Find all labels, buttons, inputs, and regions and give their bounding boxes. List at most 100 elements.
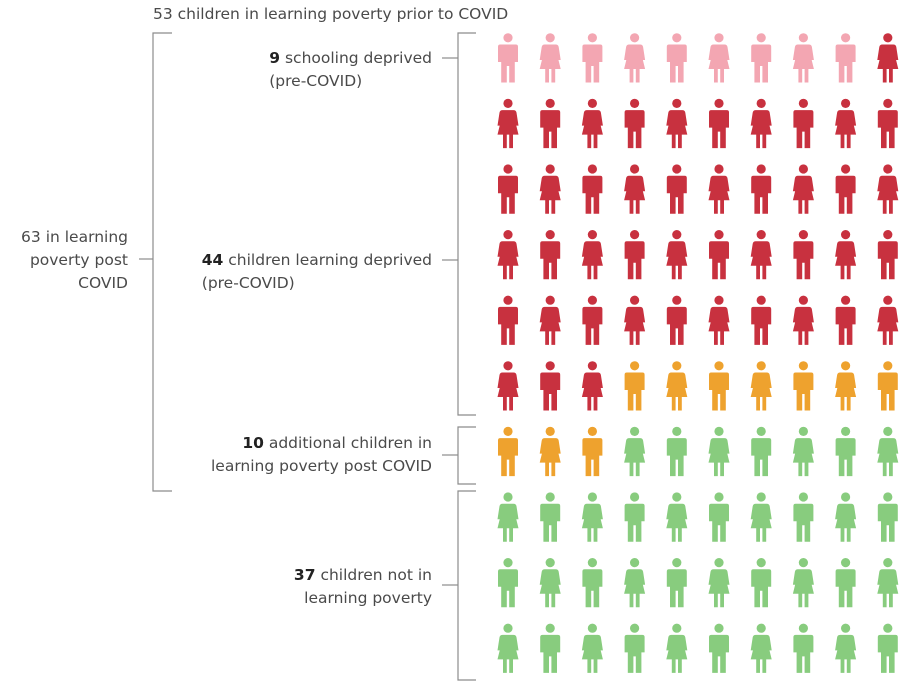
girl-figure-icon <box>835 492 857 542</box>
label-additional-line2: learning poverty post COVID <box>210 457 432 475</box>
label-learning-line2: (pre-COVID) <box>201 274 295 292</box>
boy-figure-icon <box>666 426 687 477</box>
girl-figure-icon <box>539 164 561 214</box>
boy-figure-icon <box>877 230 898 280</box>
boy-figure-icon <box>793 361 814 411</box>
girl-figure-icon <box>708 558 730 608</box>
boy-figure-icon <box>666 33 687 83</box>
boy-figure-icon <box>624 230 645 280</box>
boy-figure-icon <box>498 295 518 345</box>
left-caption-line3: COVID <box>78 274 128 292</box>
girl-figure-icon <box>877 426 899 477</box>
label-schooling-count: 9 <box>269 49 281 67</box>
boy-figure-icon <box>709 98 729 149</box>
label-additional-count: 10 <box>242 434 264 452</box>
girl-figure-icon <box>666 623 688 673</box>
boy-figure-icon <box>751 33 772 83</box>
girl-figure-icon <box>624 295 646 345</box>
boy-figure-icon <box>835 295 856 345</box>
boy-figure-icon <box>793 98 814 149</box>
boy-figure-icon <box>540 230 561 280</box>
girl-figure-icon <box>877 164 899 214</box>
girl-figure-icon <box>581 98 603 149</box>
boy-figure-icon <box>877 623 898 673</box>
girl-figure-icon <box>750 98 772 149</box>
boy-figure-icon <box>877 361 898 411</box>
girl-figure-icon <box>624 558 646 608</box>
boy-figure-icon <box>540 492 561 542</box>
boy-figure-icon <box>751 164 772 214</box>
boy-figure-icon <box>877 98 898 149</box>
label-additional-line1: 10 additional children in <box>211 432 432 455</box>
label-additional-text: additional children in <box>268 434 432 452</box>
girl-figure-icon <box>497 361 519 411</box>
boy-figure-icon <box>793 492 814 542</box>
girl-figure-icon <box>581 492 603 542</box>
boy-figure-icon <box>624 361 645 411</box>
girl-figure-icon <box>666 230 688 280</box>
boy-figure-icon <box>709 623 729 673</box>
boy-figure-icon <box>540 361 561 411</box>
girl-figure-icon <box>877 295 899 345</box>
label-schooling-line1: 9 schooling deprived <box>269 47 432 70</box>
boy-figure-icon <box>751 426 772 477</box>
boy-figure-icon <box>582 295 603 345</box>
girl-figure-icon <box>581 623 603 673</box>
girl-figure-icon <box>835 230 857 280</box>
girl-figure-icon <box>877 558 899 608</box>
label-learning-count: 44 <box>201 251 224 269</box>
girl-figure-icon <box>708 295 730 345</box>
bracket-schooling <box>457 32 476 416</box>
girl-figure-icon <box>539 426 561 477</box>
girl-figure-icon <box>792 164 814 214</box>
girl-figure-icon <box>750 230 772 280</box>
boy-figure-icon <box>624 492 645 542</box>
girl-figure-icon <box>497 98 519 149</box>
girl-figure-icon <box>708 33 730 83</box>
girl-figure-icon <box>750 361 772 411</box>
girl-figure-icon <box>497 492 519 542</box>
girl-figure-icon <box>750 623 772 673</box>
label-not-line1: 37 children not in <box>294 564 432 587</box>
left-caption: 63 in learning poverty post COVID <box>0 226 128 295</box>
girl-figure-icon <box>624 426 646 477</box>
boy-figure-icon <box>582 426 603 477</box>
girl-figure-icon <box>666 361 688 411</box>
left-caption-line2: poverty post <box>29 251 128 269</box>
label-additional-poverty: 10 additional children in learning pover… <box>211 432 432 478</box>
girl-figure-icon <box>835 361 857 411</box>
boy-figure-icon <box>498 426 518 477</box>
boy-figure-icon <box>624 623 645 673</box>
label-learning-text: children learning deprived <box>228 251 432 269</box>
boy-figure-icon <box>666 558 687 608</box>
boy-figure-icon <box>498 164 518 214</box>
boy-figure-icon <box>582 164 603 214</box>
girl-figure-icon <box>581 230 603 280</box>
boy-figure-icon <box>666 164 687 214</box>
boy-figure-icon <box>835 164 856 214</box>
girl-figure-icon <box>835 98 857 149</box>
boy-figure-icon <box>793 230 814 280</box>
boy-figure-icon <box>709 230 729 280</box>
boy-figure-icon <box>498 33 518 83</box>
boy-figure-icon <box>835 426 856 477</box>
girl-figure-icon <box>624 164 646 214</box>
girl-figure-icon <box>835 623 857 673</box>
girl-figure-icon <box>539 295 561 345</box>
boy-figure-icon <box>666 295 687 345</box>
girl-figure-icon <box>497 230 519 280</box>
boy-figure-icon <box>540 98 561 149</box>
boy-figure-icon <box>540 623 561 673</box>
girl-figure-icon <box>666 492 688 542</box>
bracket-post-covid <box>152 32 172 492</box>
boy-figure-icon <box>582 33 603 83</box>
label-not-in-poverty: 37 children not in learning poverty <box>294 564 432 610</box>
boy-figure-icon <box>835 33 856 83</box>
girl-figure-icon <box>792 33 814 83</box>
girl-figure-icon <box>708 426 730 477</box>
figures-group <box>497 33 899 673</box>
boy-figure-icon <box>751 558 772 608</box>
girl-figure-icon <box>497 623 519 673</box>
girl-figure-icon <box>792 426 814 477</box>
